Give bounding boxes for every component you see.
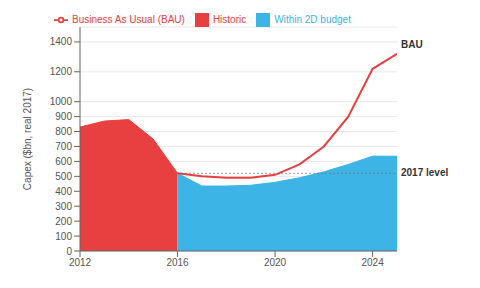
svg-text:700: 700	[55, 141, 72, 152]
html-text:Within 2D budget: Within 2D budget	[274, 13, 351, 25]
svg-text:2020: 2020	[264, 257, 287, 268]
svg-text:2017 level: 2017 level	[401, 167, 448, 178]
svg-text:900: 900	[55, 111, 72, 122]
svg-text:800: 800	[55, 126, 72, 137]
svg-text:2024: 2024	[361, 257, 384, 268]
svg-text:2012: 2012	[69, 257, 92, 268]
svg-text:500: 500	[55, 171, 72, 182]
svg-text:1400: 1400	[50, 36, 73, 47]
svg-text:2016: 2016	[166, 257, 189, 268]
svg-text:Capex ($bn, real 2017): Capex ($bn, real 2017)	[22, 88, 33, 190]
html-text:Business As Usual (BAU): Business As Usual (BAU)	[72, 13, 185, 25]
svg-text:400: 400	[55, 186, 72, 197]
svg-text:600: 600	[55, 156, 72, 167]
svg-text:300: 300	[55, 201, 72, 212]
svg-text:100: 100	[55, 231, 72, 242]
svg-text:0: 0	[66, 246, 72, 257]
svg-text:BAU: BAU	[401, 39, 423, 50]
svg-text:200: 200	[55, 216, 72, 227]
svg-text:1000: 1000	[50, 96, 73, 107]
svg-text:1200: 1200	[50, 66, 73, 77]
html-text:Historic: Historic	[212, 13, 247, 25]
